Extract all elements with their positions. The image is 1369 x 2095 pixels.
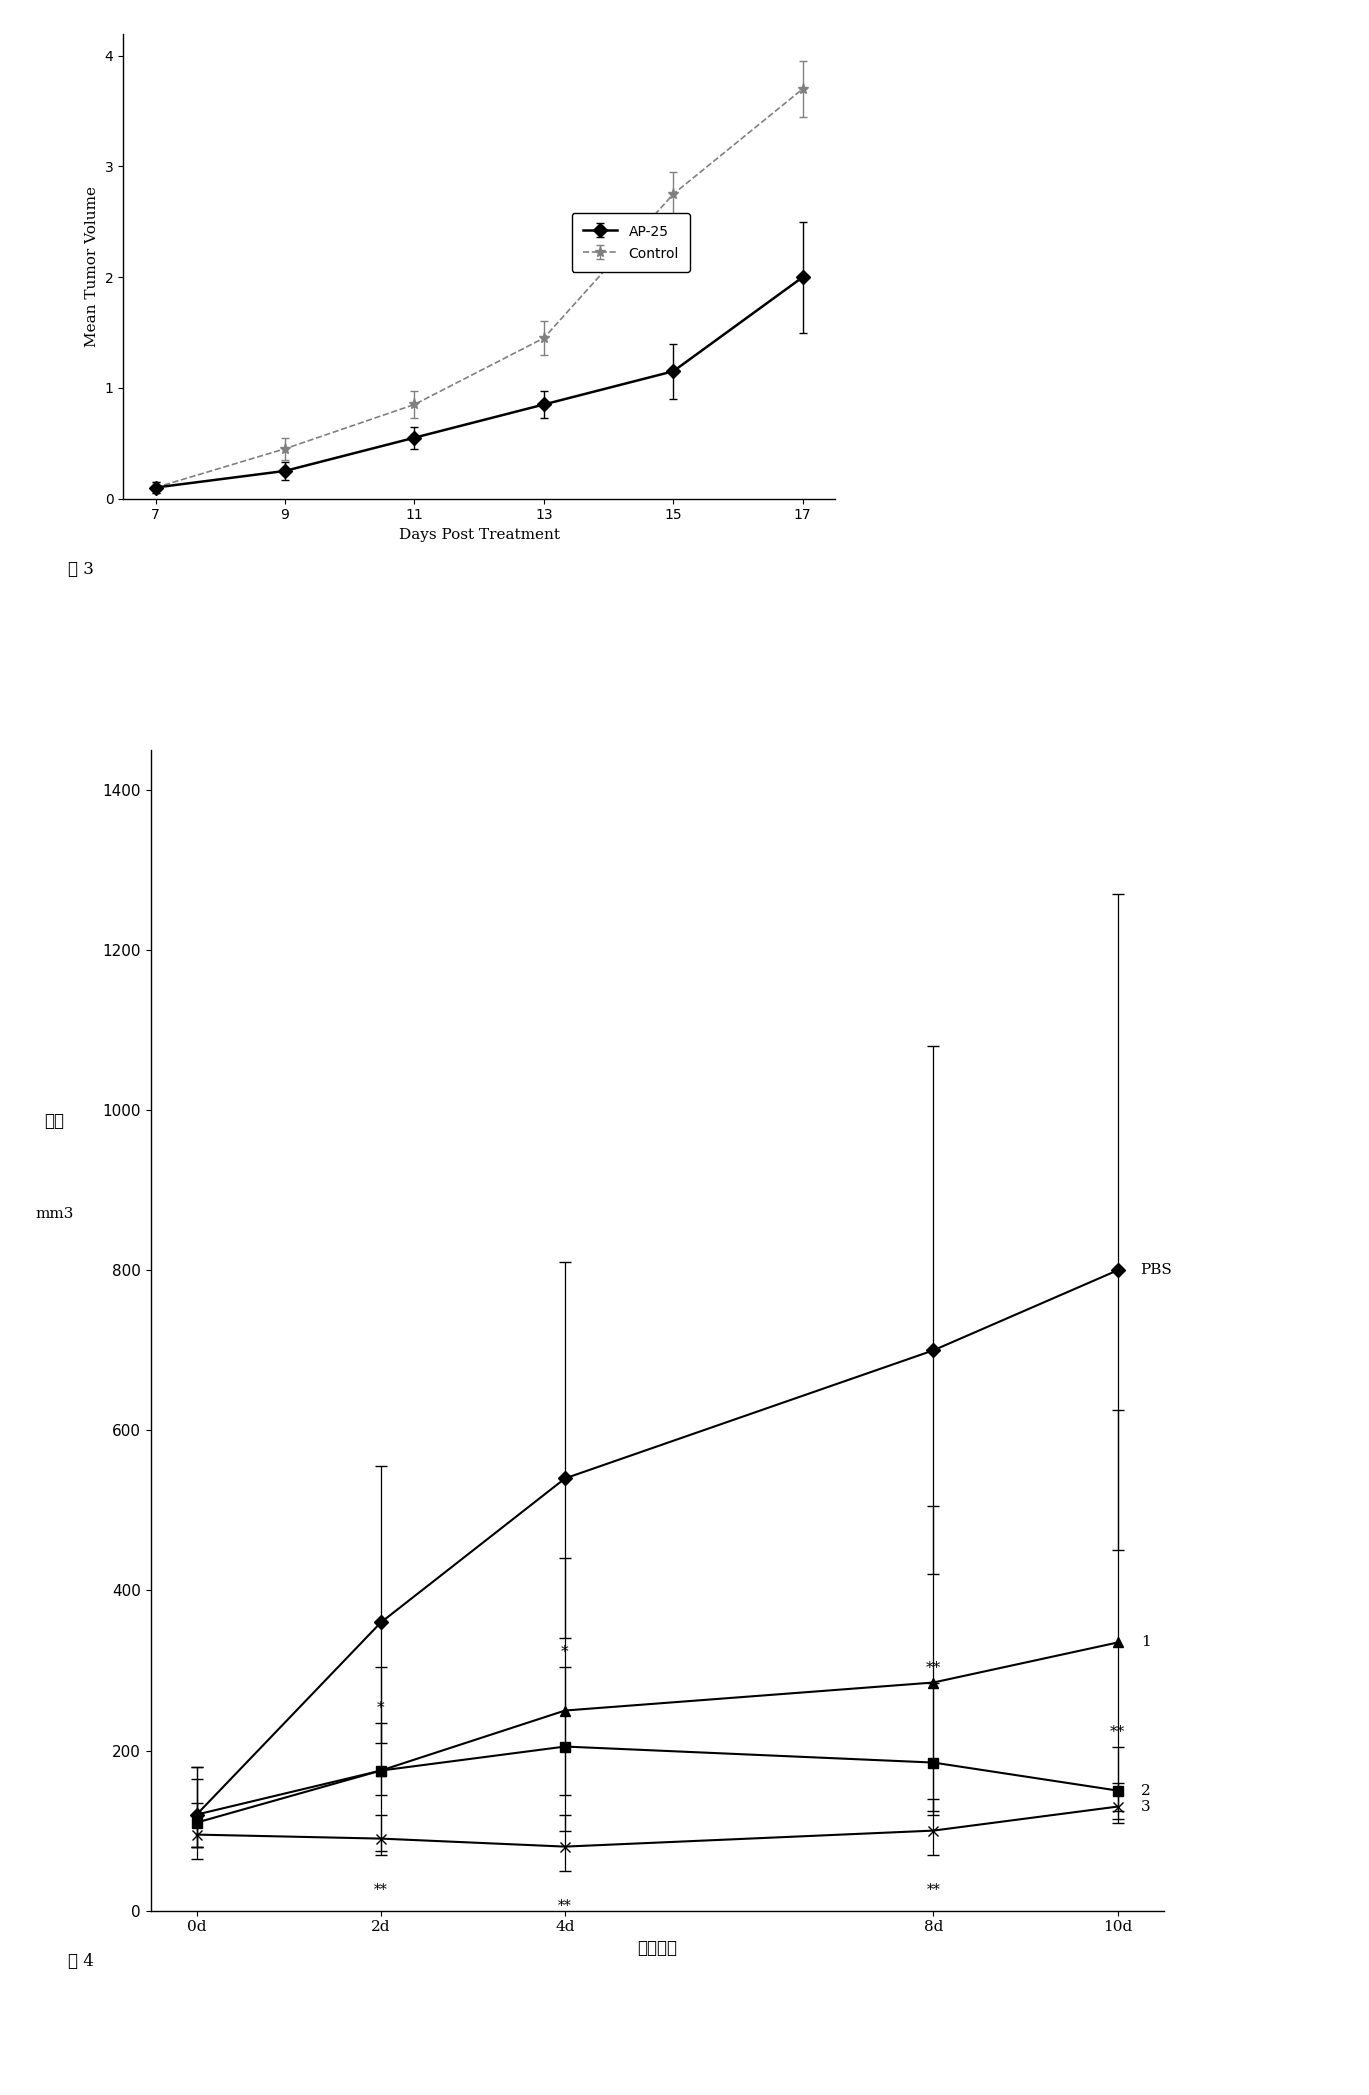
Text: mm3: mm3 bbox=[36, 1207, 74, 1221]
Text: *: * bbox=[561, 1645, 570, 1659]
Text: 图 3: 图 3 bbox=[68, 561, 94, 578]
Text: 2: 2 bbox=[1140, 1783, 1150, 1798]
Text: *: * bbox=[376, 1701, 385, 1714]
Text: 体积: 体积 bbox=[44, 1112, 64, 1129]
Text: **: ** bbox=[374, 1883, 387, 1896]
Text: **: ** bbox=[927, 1883, 941, 1896]
X-axis label: Days Post Treatment: Days Post Treatment bbox=[398, 528, 560, 543]
Text: 图 4: 图 4 bbox=[68, 1953, 94, 1969]
Text: 1: 1 bbox=[1140, 1636, 1150, 1649]
Text: **: ** bbox=[1110, 1724, 1125, 1739]
Legend: AP-25, Control: AP-25, Control bbox=[571, 214, 690, 272]
Text: **: ** bbox=[925, 1661, 941, 1674]
Text: 3: 3 bbox=[1140, 1800, 1150, 1814]
Text: **: ** bbox=[559, 1898, 572, 1913]
X-axis label: 治疗天数: 治疗天数 bbox=[637, 1940, 678, 1957]
Y-axis label: Mean Tumor Volume: Mean Tumor Volume bbox=[85, 186, 99, 346]
Text: PBS: PBS bbox=[1140, 1263, 1172, 1278]
